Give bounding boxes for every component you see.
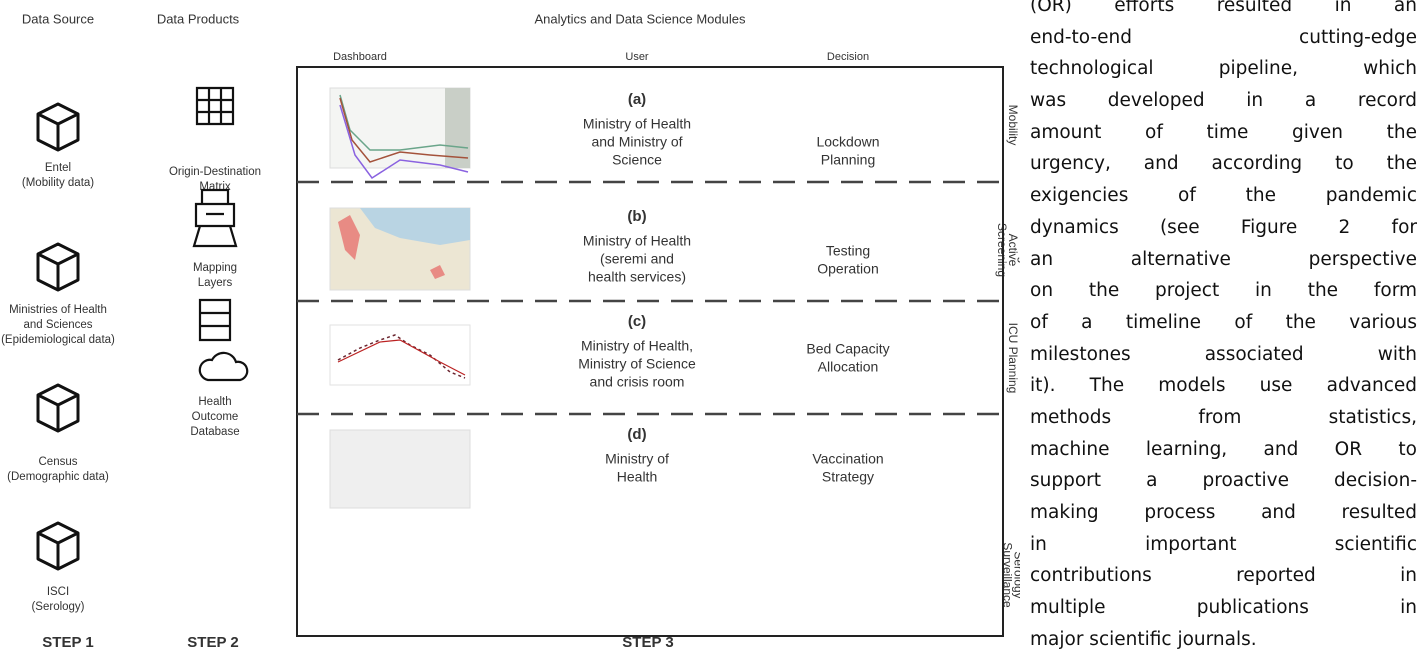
thumb-b-sea	[360, 208, 470, 245]
user-label: and crisis room	[590, 374, 685, 390]
row-letter: (d)	[627, 426, 646, 443]
user-label: Ministry of Health,	[581, 338, 693, 354]
thumb-c	[329, 324, 471, 386]
decision-label: Lockdown	[816, 134, 879, 150]
side-label: Testing &	[1017, 225, 1020, 274]
text-line: end-to-end cutting-edge	[1030, 26, 1417, 48]
side-label: ICU Planning	[1006, 323, 1020, 394]
thumbnails	[329, 87, 471, 509]
side-label: Serology	[1011, 551, 1020, 598]
column-header: Dashboard	[333, 51, 387, 63]
text-line: support a proactive decision-	[1030, 470, 1417, 492]
header: Data Products	[157, 11, 240, 26]
source-label: (Serology)	[31, 601, 84, 613]
decision-label: Vaccination	[812, 451, 883, 467]
decision-label: Testing	[826, 243, 870, 259]
text-line: was developed in a record	[1030, 90, 1417, 112]
text-line: dynamics (see Figure 2 for	[1030, 216, 1417, 238]
decision-label: Strategy	[822, 469, 874, 485]
thumb-line	[337, 339, 466, 376]
column-header: User	[625, 51, 649, 63]
text-line: making process and resulted	[1030, 502, 1417, 523]
step-label: STEP 2	[187, 634, 238, 651]
side-label: Active	[1006, 234, 1020, 267]
header: Analytics and Data Science Modules	[534, 11, 746, 26]
product-label: Matrix	[199, 181, 231, 193]
text-line: exigencies of the pandemic	[1030, 185, 1417, 207]
product-label: Health	[198, 396, 231, 408]
user-label: and Ministry of	[591, 134, 682, 150]
cube-icon	[36, 521, 80, 571]
user-label: Ministry of Health	[583, 116, 691, 132]
source-label: and Sciences	[23, 319, 92, 331]
side-label: Screening	[995, 223, 1009, 277]
cube-icon	[36, 242, 80, 292]
text-line: in important scientific	[1030, 533, 1417, 555]
cube-icon	[36, 102, 80, 152]
text-line: major scientific journals.	[1030, 628, 1257, 650]
product-label: Database	[190, 426, 239, 438]
text-line: technological pipeline, which	[1030, 58, 1417, 80]
text-line: methods from statistics,	[1030, 406, 1417, 428]
text-line: (OR) efforts resulted in an	[1030, 0, 1417, 16]
thumb-b-zone	[338, 215, 445, 279]
source-label: (Demographic data)	[7, 471, 109, 483]
user-label: Ministry of Science	[578, 356, 696, 372]
text-line: urgency, and according to the	[1030, 153, 1417, 175]
decision-label: Bed Capacity	[806, 341, 889, 357]
product-label: Mapping	[193, 262, 237, 274]
user-label: Ministry of Health	[583, 233, 691, 249]
text-line: of a timeline of the various	[1030, 311, 1417, 333]
text-line: machine learning, and OR to	[1030, 438, 1417, 460]
grid-icon	[195, 86, 235, 126]
text-line: an alternative perspective	[1030, 248, 1417, 270]
user-label: Science	[612, 152, 662, 168]
source-label: ISCI	[47, 586, 69, 598]
decision-label: Planning	[821, 152, 876, 168]
user-label: Ministry of	[605, 451, 669, 467]
thumb-d	[329, 429, 471, 509]
row-letter: (c)	[628, 313, 646, 330]
side-label: Mobility	[1006, 105, 1020, 146]
modules-box	[296, 66, 1004, 637]
text-line: amount of time given the	[1030, 121, 1417, 143]
user-label: health services)	[588, 269, 686, 285]
source-label: Ministries of Health	[9, 304, 107, 316]
product-icons	[192, 86, 249, 382]
source-label: (Mobility data)	[22, 177, 94, 189]
product-label: Origin-Destination	[169, 166, 261, 178]
column-header: Decision	[827, 51, 869, 63]
text-line: milestones associated with	[1030, 343, 1417, 365]
product-label: Layers	[198, 277, 233, 289]
body-text: (OR) efforts resulted in an end-to-end cu…	[1030, 0, 1417, 655]
thumb-line	[339, 94, 469, 151]
text-line: contributions reported in	[1030, 565, 1417, 587]
user-label: Health	[617, 469, 657, 485]
step-label: STEP 1	[42, 634, 93, 651]
product-label: Outcome	[192, 411, 239, 423]
source-label: Entel	[45, 162, 71, 174]
figure: Data Source Data Products Analytics and Da…	[1, 11, 1020, 651]
figure-body: Data Source Data Products Analytics and Da…	[1, 11, 1020, 651]
thumb-a-shade	[445, 88, 470, 168]
source-label: (Epidemiological data)	[1, 334, 115, 346]
row-letter: (a)	[628, 91, 646, 108]
text-line: multiple publications in	[1030, 597, 1417, 619]
thumb-line	[339, 97, 469, 163]
row-letter: (b)	[627, 208, 646, 225]
source-label: Census	[39, 456, 78, 468]
thumb-line	[339, 104, 469, 180]
decision-label: Operation	[817, 261, 878, 277]
user-label: (seremi and	[600, 251, 674, 267]
layers-icon	[192, 188, 238, 248]
decision-label: Allocation	[818, 359, 879, 375]
header: Data Source	[22, 11, 94, 26]
cube-icon	[36, 383, 80, 433]
database-icon	[198, 298, 249, 382]
text-line: on the project in the form	[1030, 280, 1417, 302]
step-label: STEP 3	[622, 634, 673, 651]
text-line: it). The models use advanced	[1030, 375, 1417, 397]
row-dividers	[297, 180, 1003, 416]
